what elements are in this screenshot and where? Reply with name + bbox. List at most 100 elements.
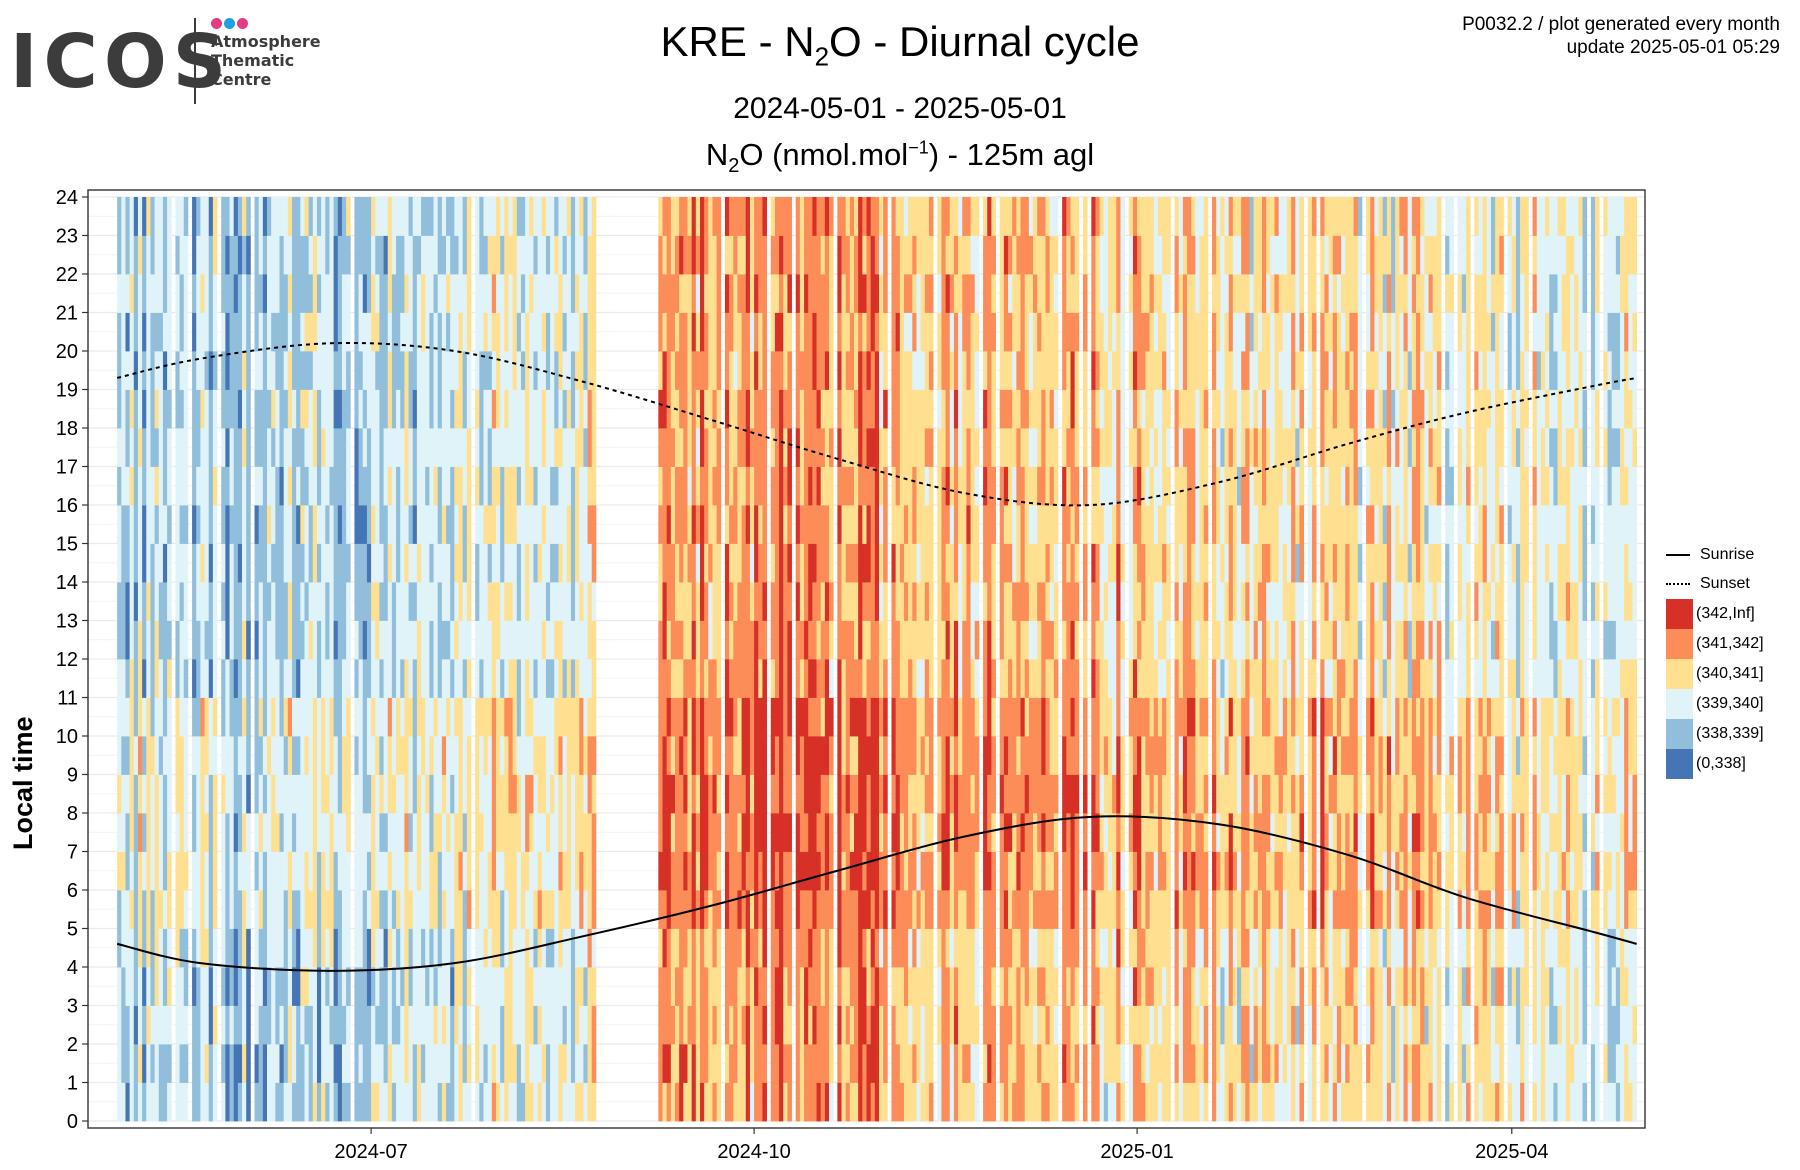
heatmap-cell xyxy=(316,312,322,352)
heatmap-cell xyxy=(371,813,376,852)
heatmap-cell xyxy=(500,774,505,814)
heatmap-cell xyxy=(987,274,992,313)
heatmap-cell xyxy=(662,1005,668,1045)
heatmap-cell xyxy=(433,1082,439,1122)
heatmap-cell xyxy=(150,543,156,583)
heatmap-cell xyxy=(953,466,959,506)
heatmap-cell xyxy=(267,235,272,275)
heatmap-cell xyxy=(504,235,509,275)
heatmap-cell xyxy=(537,890,543,929)
heatmap-cell xyxy=(691,928,697,968)
heatmap-cell xyxy=(974,197,980,236)
heatmap-cell xyxy=(229,620,235,660)
heatmap-cell xyxy=(558,235,563,275)
heatmap-cell xyxy=(242,1044,247,1083)
heatmap-cell xyxy=(712,428,718,467)
heatmap-cell xyxy=(587,813,593,852)
heatmap-cell xyxy=(462,620,468,660)
heatmap-cell xyxy=(504,774,509,814)
heatmap-cell xyxy=(354,620,359,660)
heatmap-cell xyxy=(491,1044,497,1083)
heatmap-cell xyxy=(970,505,976,544)
heatmap-cell xyxy=(146,928,151,968)
heatmap-cell xyxy=(204,505,210,544)
heatmap-cell xyxy=(895,466,901,506)
heatmap-cell xyxy=(371,197,376,236)
heatmap-cell xyxy=(129,659,135,698)
heatmap-cell xyxy=(212,351,218,390)
heatmap-cell xyxy=(362,1082,368,1122)
heatmap-cell xyxy=(562,312,568,352)
heatmap-cell xyxy=(1016,1044,1021,1083)
heatmap-cell xyxy=(554,466,559,506)
heatmap-cell xyxy=(912,235,917,275)
heatmap-cell xyxy=(450,967,455,1006)
heatmap-cell xyxy=(575,659,580,698)
heatmap-cell xyxy=(562,697,568,737)
heatmap-cell xyxy=(679,967,684,1006)
heatmap-cell xyxy=(466,1044,472,1083)
heatmap-cell xyxy=(712,582,718,621)
heatmap-cell xyxy=(970,274,976,313)
heatmap-cell xyxy=(446,466,451,506)
heatmap-cell xyxy=(1012,428,1017,467)
heatmap-cell xyxy=(537,813,543,852)
heatmap-cell xyxy=(1016,582,1021,621)
heatmap-cell xyxy=(570,851,576,891)
heatmap-cell xyxy=(533,659,539,698)
heatmap-cell xyxy=(462,197,468,236)
heatmap-cell xyxy=(953,274,959,313)
heatmap-cell xyxy=(554,697,559,737)
heatmap-cell xyxy=(829,620,834,660)
heatmap-cell xyxy=(754,659,759,698)
heatmap-cell xyxy=(462,774,468,814)
heatmap-cell xyxy=(729,851,734,891)
heatmap-cell xyxy=(716,582,722,621)
heatmap-cell xyxy=(1062,736,1067,775)
heatmap-cell xyxy=(874,890,880,929)
heatmap-cell xyxy=(325,1005,330,1045)
heatmap-cell xyxy=(379,312,384,352)
heatmap-cell xyxy=(962,967,967,1006)
heatmap-cell xyxy=(541,389,547,429)
heatmap-cell xyxy=(466,582,472,621)
heatmap-cell xyxy=(937,620,942,660)
heatmap-cell xyxy=(1028,1082,1034,1122)
heatmap-cell xyxy=(391,967,397,1006)
heatmap-cell xyxy=(371,774,376,814)
heatmap-cell xyxy=(391,274,397,313)
heatmap-cell xyxy=(729,312,734,352)
heatmap-cell xyxy=(404,813,409,852)
heatmap-cell xyxy=(225,697,230,737)
heatmap-cell xyxy=(575,928,580,968)
heatmap-cell xyxy=(533,967,539,1006)
heatmap-cell xyxy=(783,697,788,737)
heatmap-cell xyxy=(337,736,343,775)
heatmap-cell xyxy=(999,774,1005,814)
heatmap-cell xyxy=(192,428,197,467)
heatmap-cell xyxy=(150,312,156,352)
heatmap-cell xyxy=(916,659,922,698)
heatmap-cell xyxy=(208,543,214,583)
heatmap-cell xyxy=(662,659,668,698)
heatmap-cell xyxy=(820,582,826,621)
heatmap-cell xyxy=(758,813,763,852)
heatmap-cell xyxy=(312,428,318,467)
heatmap-cell xyxy=(770,428,776,467)
heatmap-cell xyxy=(1066,1044,1071,1083)
heatmap-cell xyxy=(150,389,156,429)
heatmap-cell xyxy=(966,1082,971,1122)
heatmap-cell xyxy=(562,1082,568,1122)
heatmap-cell xyxy=(358,851,364,891)
heatmap-cell xyxy=(812,736,817,775)
heatmap-cell xyxy=(691,351,697,390)
heatmap-cell xyxy=(1082,851,1088,891)
heatmap-cell xyxy=(878,466,884,506)
heatmap-cell xyxy=(829,659,834,698)
heatmap-cell xyxy=(500,466,505,506)
heatmap-cell xyxy=(129,351,135,390)
heatmap-cell xyxy=(737,1005,742,1045)
heatmap-cell xyxy=(862,197,867,236)
heatmap-cell xyxy=(1041,1044,1046,1083)
heatmap-cell xyxy=(142,543,147,583)
